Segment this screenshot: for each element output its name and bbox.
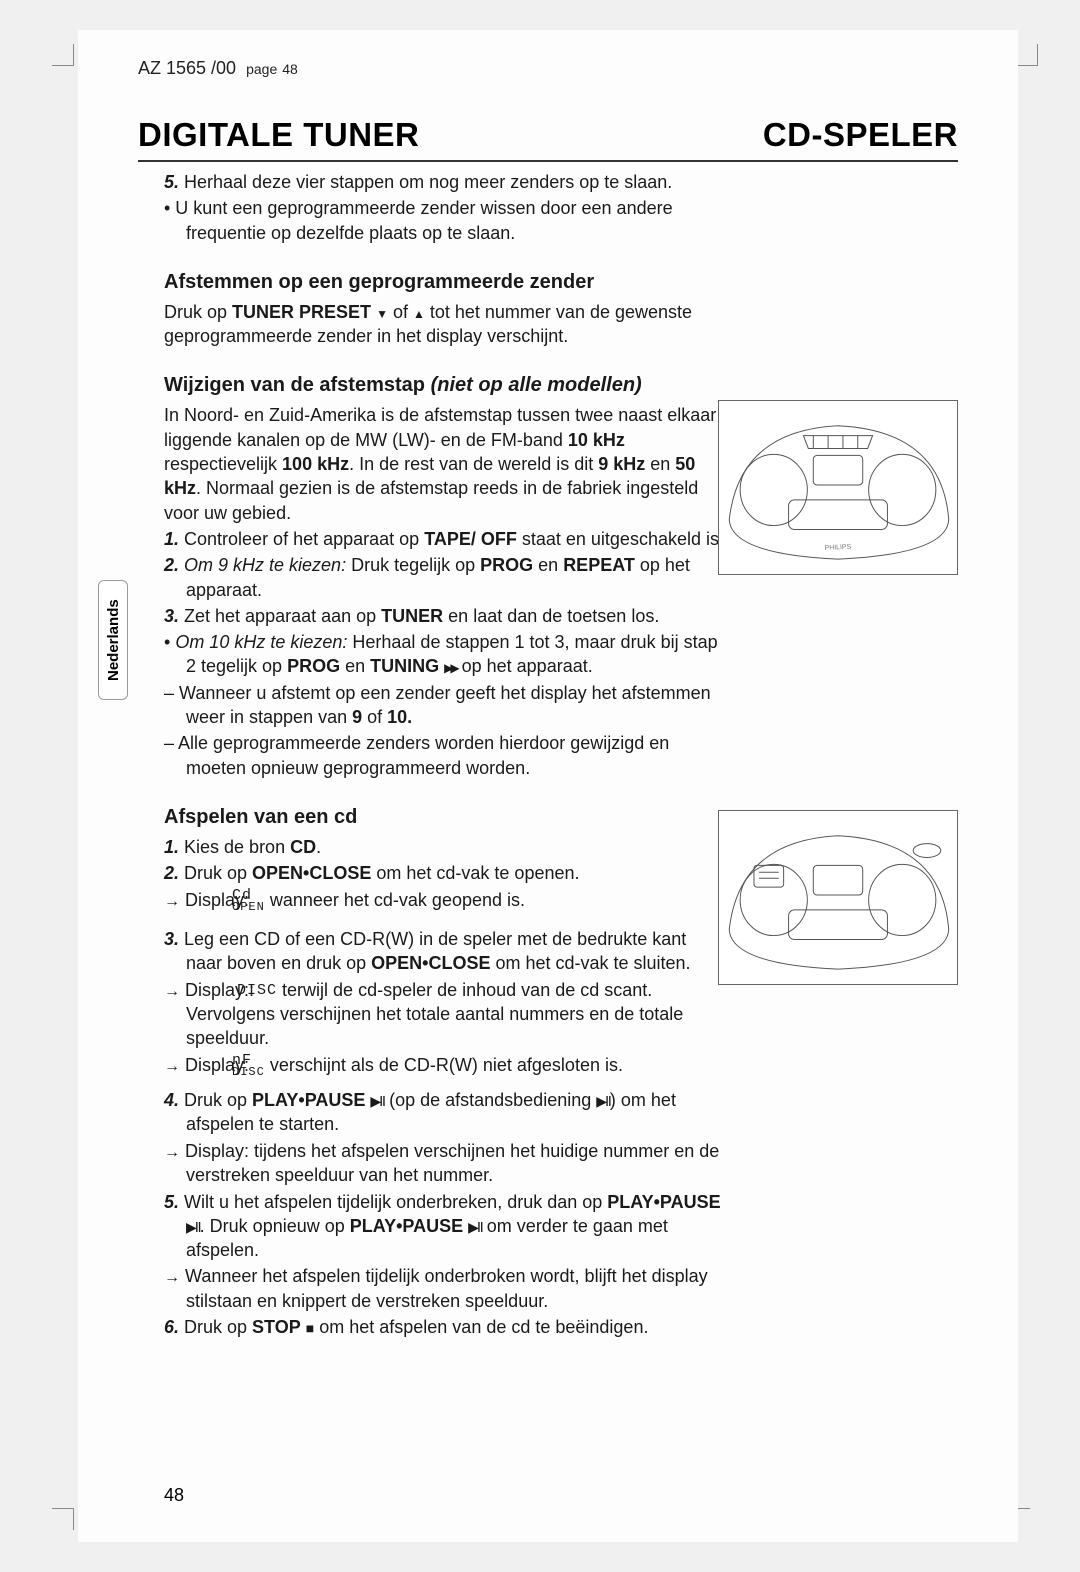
list-item: • Om 10 kHz te kiezen: Herhaal de stappe… <box>164 630 724 679</box>
subheading: Afspelen van een cd <box>164 804 724 831</box>
manual-page: AZ 1565 /00 page 48 DIGITALE TUNER CD-SP… <box>78 30 1018 1542</box>
page-number-top: 48 <box>282 61 298 77</box>
page-header: AZ 1565 /00 page 48 <box>138 58 958 79</box>
list-item: 2. Om 9 kHz te kiezen: Druk tegelijk op … <box>164 553 724 602</box>
triangle-down-icon <box>376 302 388 322</box>
list-item: 3. Leg een CD of een CD-R(W) in de spele… <box>164 927 724 976</box>
arrow-right-icon <box>164 1141 180 1161</box>
arrow-right-icon <box>164 1266 180 1286</box>
arrow-right-icon <box>164 890 180 910</box>
list-item: Wanneer het afspelen tijdelijk onderbrok… <box>164 1264 724 1313</box>
list-item: 1. Controleer of het apparaat op TAPE/ O… <box>164 527 724 551</box>
arrow-right-icon <box>164 980 180 1000</box>
crop-mark <box>52 1508 74 1530</box>
list-item: – Alle geprogrammeerde zenders worden hi… <box>164 731 724 780</box>
play-pause-icon <box>468 1216 482 1236</box>
play-pause-icon <box>370 1090 384 1110</box>
body-text: 5. Herhaal deze vier stappen om nog meer… <box>164 170 724 1342</box>
display-segment-icon: DISC <box>259 984 277 998</box>
language-tab: Nederlands <box>98 580 128 700</box>
list-item: Display:: DISC terwijl de cd-speler de i… <box>164 978 724 1051</box>
stop-icon <box>306 1317 314 1337</box>
list-item: 4. Druk op PLAY•PAUSE (op de afstandsbed… <box>164 1088 724 1137</box>
title-right: CD-SPELER <box>763 116 958 154</box>
display-segment-icon: CdOPEN <box>254 889 265 913</box>
page-word: page <box>246 61 277 77</box>
list-item: 2. Druk op OPEN•CLOSE om het cd-vak te o… <box>164 861 724 885</box>
device-illustration <box>718 810 958 985</box>
play-pause-icon <box>596 1090 610 1110</box>
crop-mark <box>52 44 74 66</box>
section-titles: DIGITALE TUNER CD-SPELER <box>138 116 958 162</box>
list-item: Display: nFDISC verschijnt als de CD-R(W… <box>164 1053 724 1078</box>
list-item: • U kunt een geprogrammeerde zender wiss… <box>164 196 724 245</box>
paragraph: In Noord- en Zuid-Amerika is de afstemst… <box>164 403 724 524</box>
list-item: 3. Zet het apparaat aan op TUNER en laat… <box>164 604 724 628</box>
model-number: AZ 1565 /00 <box>138 58 236 78</box>
list-item: 5. Herhaal deze vier stappen om nog meer… <box>164 170 724 194</box>
paragraph: Druk op TUNER PRESET of tot het nummer v… <box>164 300 724 349</box>
list-item: 6. Druk op STOP om het afspelen van de c… <box>164 1315 724 1339</box>
device-illustration: PHILIPS <box>718 400 958 575</box>
fast-forward-icon <box>444 656 456 676</box>
play-pause-icon <box>186 1216 200 1236</box>
display-segment-icon: nFDISC <box>254 1054 265 1078</box>
list-item: Display: tijdens het afspelen verschijne… <box>164 1139 724 1188</box>
svg-text:PHILIPS: PHILIPS <box>825 544 852 552</box>
subheading: Wijzigen van de afstemstap (niet op alle… <box>164 372 724 399</box>
list-item: – Wanneer u afstemt op een zender geeft … <box>164 681 724 730</box>
arrow-right-icon <box>164 1055 180 1075</box>
title-left: DIGITALE TUNER <box>138 116 419 154</box>
list-item: Display: CdOPEN wanneer het cd-vak geope… <box>164 888 724 913</box>
list-item: 5. Wilt u het afspelen tijdelijk onderbr… <box>164 1190 724 1263</box>
triangle-up-icon <box>413 302 425 322</box>
page-number-bottom: 48 <box>164 1485 184 1506</box>
list-item: 1. Kies de bron CD. <box>164 835 724 859</box>
subheading: Afstemmen op een geprogrammeerde zender <box>164 269 724 296</box>
